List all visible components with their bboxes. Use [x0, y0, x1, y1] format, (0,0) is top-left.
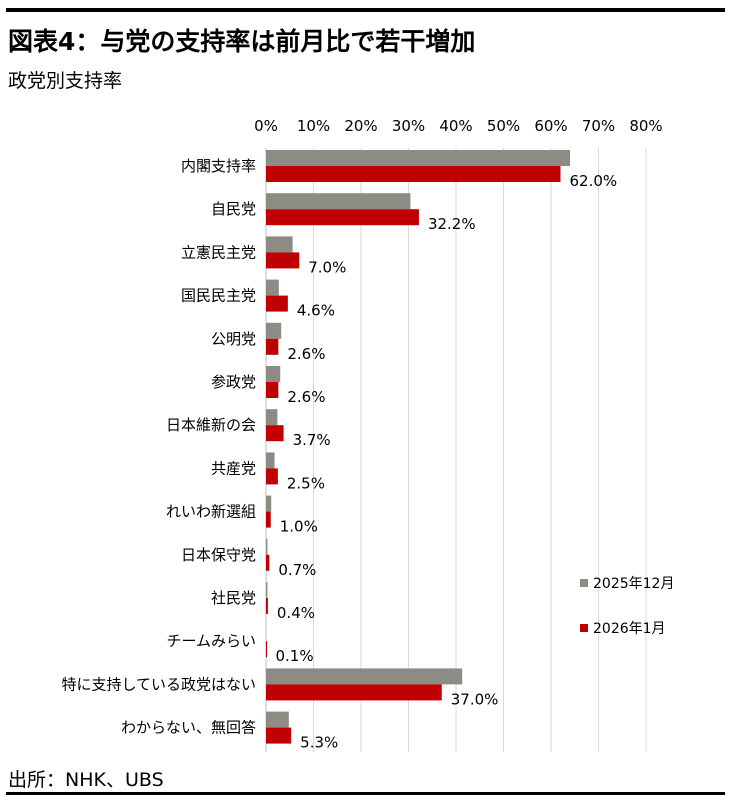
bar-2026-01	[266, 468, 278, 485]
x-tick-label: 50%	[487, 117, 520, 135]
data-label: 3.7%	[293, 431, 331, 449]
legend-swatch	[580, 579, 588, 587]
bar-2026-01	[266, 166, 561, 182]
category-label: 社民党	[211, 589, 256, 607]
bar-2025-12	[266, 193, 411, 210]
bar-2026-01	[266, 209, 419, 226]
x-tick-label: 80%	[629, 117, 662, 135]
bar-2025-12	[266, 452, 275, 469]
category-label: 立憲民主党	[181, 243, 256, 261]
bar-2026-01	[266, 598, 268, 614]
data-label: 2.5%	[287, 474, 325, 492]
category-label: 共産党	[211, 459, 256, 477]
bottom-rule	[6, 792, 725, 795]
data-label: 0.1%	[275, 647, 313, 665]
data-label: 5.3%	[300, 734, 338, 752]
data-label: 0.7%	[278, 561, 316, 579]
x-tick-label: 40%	[439, 117, 472, 135]
category-label: 日本保守党	[181, 546, 256, 564]
bar-2026-01	[266, 382, 279, 398]
x-tick-label: 30%	[392, 117, 425, 135]
bar-2026-01	[266, 511, 271, 528]
bar-2025-12	[266, 538, 268, 555]
data-label: 1.0%	[280, 518, 318, 536]
category-label: チームみらい	[166, 632, 256, 650]
category-label: 日本維新の会	[166, 416, 256, 434]
category-label: 特に支持している政党はない	[61, 675, 256, 693]
data-label: 0.4%	[277, 604, 315, 622]
bar-2025-12	[266, 366, 281, 382]
bar-2025-12	[266, 409, 278, 426]
data-label: 7.0%	[308, 258, 346, 276]
data-label: 37.0%	[451, 690, 499, 708]
data-label: 2.6%	[287, 345, 325, 363]
legend-label: 2026年1月	[593, 621, 666, 637]
data-label: 2.6%	[287, 388, 325, 406]
x-tick-label: 10%	[297, 117, 330, 135]
chart-subtitle: 政党別支持率	[8, 70, 123, 92]
category-label: 公明党	[211, 330, 256, 348]
bar-2026-01	[266, 338, 279, 355]
x-tick-label: 70%	[582, 117, 615, 135]
category-label: 内閣支持率	[181, 157, 256, 175]
bar-2026-01	[266, 727, 292, 744]
category-label: 参政党	[211, 373, 256, 391]
bar-2026-01	[266, 295, 288, 312]
bar-2025-12	[266, 279, 279, 296]
bar-2025-12	[266, 150, 570, 166]
data-label: 4.6%	[297, 302, 335, 320]
bar-2025-12	[266, 322, 282, 339]
category-label: れいわ新選組	[166, 503, 256, 521]
top-rule	[6, 8, 725, 12]
x-tick-label: 0%	[254, 117, 278, 135]
bar-2026-01	[266, 554, 270, 571]
bar-2025-12	[266, 495, 272, 512]
data-label: 62.0%	[570, 172, 618, 190]
data-label: 32.2%	[428, 215, 476, 233]
bar-2025-12	[266, 668, 463, 685]
bar-2025-12	[266, 236, 293, 253]
source-note: 出所：NHK、UBS	[8, 769, 164, 791]
x-tick-label: 20%	[344, 117, 377, 135]
bar-2026-01	[266, 641, 267, 658]
bar-2025-12	[266, 711, 289, 728]
category-label: 国民民主党	[181, 287, 256, 305]
category-label: わからない、無回答	[121, 719, 256, 737]
category-label: 自民党	[211, 200, 256, 218]
bar-2026-01	[266, 252, 300, 269]
page-title: 図表4：与党の支持率は前月比で若干増加	[8, 27, 476, 56]
legend-label: 2025年12月	[593, 576, 674, 592]
bar-2026-01	[266, 684, 442, 701]
x-tick-label: 60%	[534, 117, 567, 135]
bar-2026-01	[266, 425, 284, 442]
bar-2025-12	[266, 582, 268, 598]
legend-swatch	[580, 624, 588, 632]
